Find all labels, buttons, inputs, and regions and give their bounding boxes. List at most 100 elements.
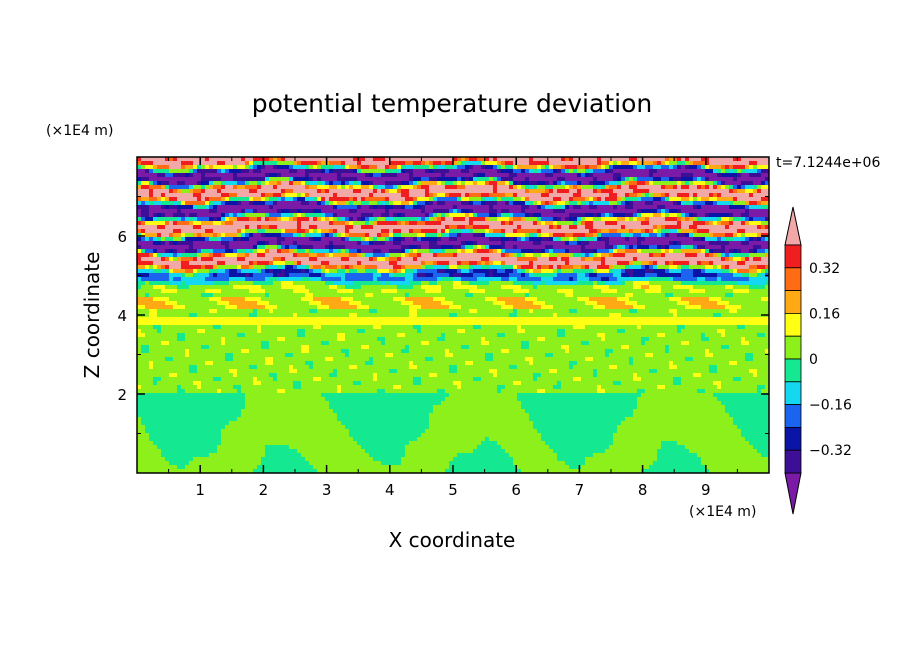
- field-cell: [565, 157, 570, 162]
- field-cell: [229, 265, 234, 270]
- field-cell: [253, 193, 258, 198]
- field-cell: [617, 181, 622, 186]
- field-cell: [493, 253, 498, 258]
- field-cell: [373, 165, 378, 170]
- field-cell: [445, 225, 450, 230]
- field-cell: [701, 225, 706, 230]
- field-cell: [189, 277, 194, 282]
- field-cell: [609, 193, 614, 198]
- field-cell: [417, 173, 422, 178]
- field-cell: [377, 161, 382, 166]
- field-cell: [313, 185, 318, 190]
- field-cell: [309, 177, 314, 182]
- field-cell: [417, 177, 422, 182]
- field-cell: [365, 185, 370, 190]
- field-cell: [593, 197, 598, 202]
- field-cell: [177, 177, 182, 182]
- field-cell: [605, 177, 610, 182]
- field-cell: [393, 245, 398, 250]
- field-cell: [329, 261, 334, 266]
- field-cell: [345, 189, 350, 194]
- field-cell: [461, 165, 466, 170]
- field-cell: [553, 197, 558, 202]
- field-cell: [513, 165, 518, 170]
- field-cell: [237, 169, 242, 174]
- field-cell: [389, 281, 394, 286]
- field-cell: [685, 269, 690, 274]
- field-cell: [201, 233, 206, 238]
- field-cell: [273, 273, 278, 278]
- field-cell: [469, 165, 474, 170]
- field-cell: [685, 277, 690, 282]
- field-cell: [685, 201, 690, 206]
- field-cell: [677, 201, 682, 206]
- field-cell: [145, 197, 150, 202]
- field-cell: [237, 189, 242, 194]
- field-cell: [489, 185, 494, 190]
- field-cell: [261, 173, 266, 178]
- field-cell: [685, 161, 690, 166]
- field-cell: [345, 205, 350, 210]
- field-cell: [225, 181, 230, 186]
- field-cell: [265, 249, 270, 254]
- field-cell: [645, 225, 650, 230]
- field-cell: [285, 193, 290, 198]
- field-cell: [237, 197, 242, 202]
- field-cell: [717, 225, 722, 230]
- field-cell: [165, 225, 170, 230]
- field-cell: [281, 157, 286, 162]
- field-cell: [609, 197, 614, 202]
- field-cell: [485, 257, 490, 262]
- field-cell: [433, 201, 438, 206]
- field-cell: [229, 237, 234, 242]
- field-cell: [625, 189, 630, 194]
- field-cell: [717, 229, 722, 234]
- field-cell: [289, 221, 294, 226]
- field-cell: [413, 281, 418, 286]
- field-cell: [753, 225, 758, 230]
- field-cell: [373, 233, 378, 238]
- field-cell: [177, 269, 182, 274]
- field-cell: [289, 281, 294, 286]
- field-cell: [297, 217, 302, 222]
- field-cell: [193, 205, 198, 210]
- field-cell: [273, 257, 278, 262]
- field-cell: [197, 281, 202, 286]
- field-cell: [525, 213, 530, 218]
- field-cell: [389, 169, 394, 174]
- field-cell: [357, 205, 362, 210]
- field-cell: [517, 161, 522, 166]
- field-cell: [305, 229, 310, 234]
- field-cell: [389, 209, 394, 214]
- field-cell: [177, 281, 182, 286]
- field-cell: [453, 205, 458, 210]
- field-cell: [145, 213, 150, 218]
- field-cell: [517, 269, 522, 274]
- field-cell: [145, 257, 150, 262]
- field-cell: [369, 233, 374, 238]
- field-cell: [369, 177, 374, 182]
- field-cell: [293, 213, 298, 218]
- field-cell: [165, 265, 170, 270]
- field-cell: [181, 173, 186, 178]
- field-cell: [593, 245, 598, 250]
- field-cell: [657, 209, 662, 214]
- field-cell: [445, 177, 450, 182]
- field-cell: [229, 257, 234, 262]
- field-cell: [349, 173, 354, 178]
- field-cell: [281, 161, 286, 166]
- field-cell: [617, 257, 622, 262]
- field-cell: [185, 281, 190, 286]
- field-cell: [629, 181, 634, 186]
- field-cell: [301, 193, 306, 198]
- field-cell: [709, 217, 714, 222]
- field-cell: [561, 269, 566, 274]
- field-cell: [441, 201, 446, 206]
- field-cell: [241, 245, 246, 250]
- field-cell: [485, 165, 490, 170]
- field-cell: [413, 261, 418, 266]
- field-cell: [241, 213, 246, 218]
- field-cell: [745, 213, 750, 218]
- field-cell: [285, 169, 290, 174]
- field-cell: [469, 161, 474, 166]
